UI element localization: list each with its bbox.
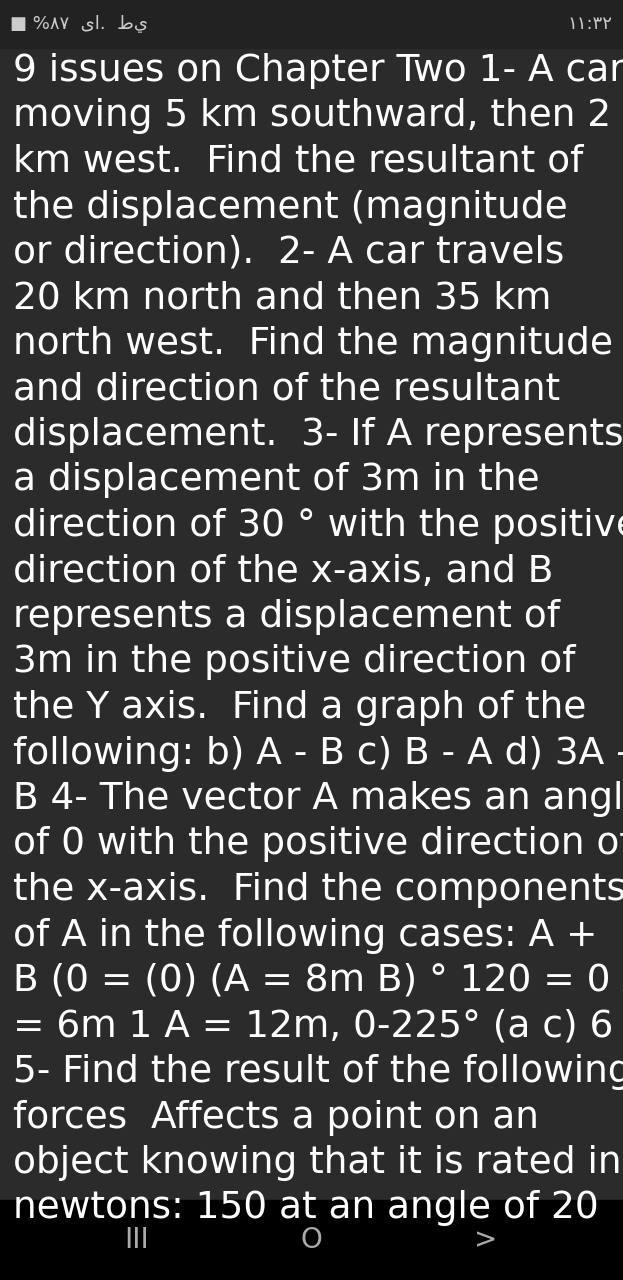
Text: following: b) A - B c) B - A d) 3A -: following: b) A - B c) B - A d) 3A - (13, 736, 623, 772)
Bar (0, 0, 623, 47)
Text: the displacement (magnitude: the displacement (magnitude (13, 189, 568, 225)
Text: forces  Affects a point on an: forces Affects a point on an (13, 1100, 539, 1135)
Bar (0, 1201, 623, 1280)
Text: the x-axis.  Find the components: the x-axis. Find the components (13, 872, 623, 908)
Text: newtons: 150 at an angle of 20: newtons: 150 at an angle of 20 (13, 1190, 599, 1226)
Text: of 0 with the positive direction of: of 0 with the positive direction of (13, 827, 623, 863)
Text: the Y axis.  Find a graph of the: the Y axis. Find a graph of the (13, 690, 586, 726)
Text: = 6m 1 A = 12m, 0-225° (a c) 6 =: = 6m 1 A = 12m, 0-225° (a c) 6 = (13, 1009, 623, 1044)
Text: B 4- The vector A makes an angle: B 4- The vector A makes an angle (13, 781, 623, 817)
Text: object knowing that it is rated in: object knowing that it is rated in (13, 1146, 622, 1181)
Text: B (0 = (0) (A = 8m B) ° 120 = 0 A: B (0 = (0) (A = 8m B) ° 120 = 0 A (13, 963, 623, 998)
Text: a displacement of 3m in the: a displacement of 3m in the (13, 462, 540, 498)
Text: ■ %٨٧  ىl.  طي: ■ %٨٧ ىl. طي (10, 15, 148, 33)
Text: direction of the x-axis, and B: direction of the x-axis, and B (13, 553, 553, 590)
Text: north west.  Find the magnitude: north west. Find the magnitude (13, 326, 613, 362)
Text: >: > (474, 1226, 498, 1254)
Text: 5- Find the result of the following: 5- Find the result of the following (13, 1053, 623, 1091)
Text: direction of 30 ° with the positive: direction of 30 ° with the positive (13, 508, 623, 544)
Text: of A in the following cases: A +: of A in the following cases: A + (13, 918, 597, 954)
Text: km west.  Find the resultant of: km west. Find the resultant of (13, 143, 583, 180)
Text: O: O (301, 1226, 322, 1254)
Text: represents a displacement of: represents a displacement of (13, 599, 560, 635)
Text: or direction).  2- A car travels: or direction). 2- A car travels (13, 236, 564, 271)
Text: ١١:٣٢: ١١:٣٢ (568, 15, 613, 33)
Text: and direction of the resultant: and direction of the resultant (13, 371, 560, 407)
Text: 20 km north and then 35 km: 20 km north and then 35 km (13, 280, 551, 316)
Text: 3m in the positive direction of: 3m in the positive direction of (13, 645, 576, 681)
Text: moving 5 km southward, then 2: moving 5 km southward, then 2 (13, 99, 611, 134)
Text: displacement.  3- If A represents: displacement. 3- If A represents (13, 417, 623, 453)
Text: 9 issues on Chapter Two 1- A car: 9 issues on Chapter Two 1- A car (13, 52, 623, 90)
Text: III: III (125, 1226, 150, 1254)
